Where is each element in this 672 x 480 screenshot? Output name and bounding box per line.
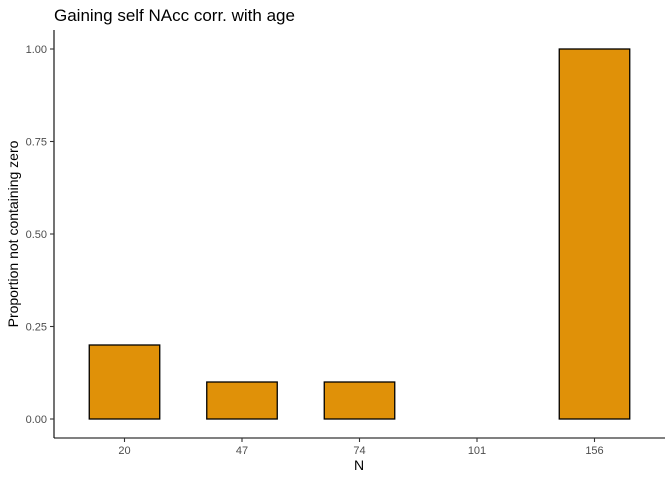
y-axis: 0.00 0.25 0.50 0.75 1.00 xyxy=(26,30,55,438)
x-tick-label-156: 156 xyxy=(585,445,603,457)
y-tick-label-0.50: 0.50 xyxy=(26,229,47,241)
y-tick-label-0.25: 0.25 xyxy=(26,322,47,334)
bar-74 xyxy=(323,381,396,420)
x-tick-label-20: 20 xyxy=(118,445,130,457)
plot-area: 0.00 0.25 0.50 0.75 1.00 20 47 74 101 156 xyxy=(26,30,665,457)
x-axis-title: N xyxy=(354,457,364,473)
bar-47 xyxy=(206,381,278,420)
y-tick-label-1.00: 1.00 xyxy=(26,44,47,56)
y-tick-label-0.00: 0.00 xyxy=(26,414,47,426)
chart-title: Gaining self NAcc corr. with age xyxy=(54,6,295,25)
y-ticks: 0.00 0.25 0.50 0.75 1.00 xyxy=(26,44,54,426)
x-tick-label-101: 101 xyxy=(468,445,486,457)
y-axis-title: Proportion not containing zero xyxy=(5,140,21,327)
bar-20 xyxy=(88,344,161,420)
y-tick-label-0.75: 0.75 xyxy=(26,137,47,149)
x-tick-label-47: 47 xyxy=(236,445,248,457)
x-ticks: 20 47 74 101 156 xyxy=(118,438,604,457)
bars xyxy=(88,48,631,420)
x-tick-label-74: 74 xyxy=(353,445,365,457)
bar-156 xyxy=(558,48,631,420)
x-axis: 20 47 74 101 156 xyxy=(54,437,665,457)
